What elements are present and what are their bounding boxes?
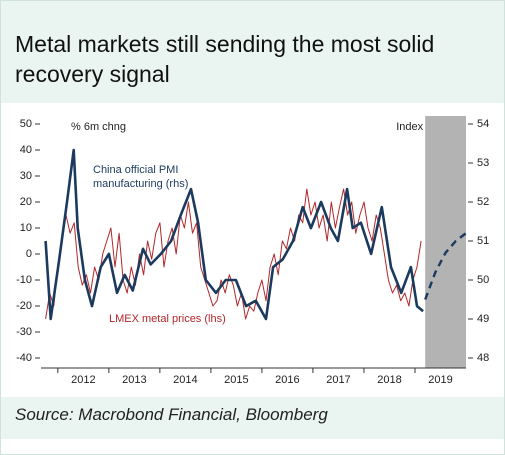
x-tick-label: 2018 xyxy=(377,374,401,386)
y2-tick-label: 48 xyxy=(477,352,489,364)
y-tick-label: 10 xyxy=(20,222,32,234)
x-tick-label: 2013 xyxy=(122,374,146,386)
x-tick-label: 2016 xyxy=(275,374,299,386)
x-tick-label: 2017 xyxy=(326,374,350,386)
x-tick-label: 2014 xyxy=(173,374,197,386)
y2-tick-label: 50 xyxy=(477,274,489,286)
y2-tick-label: 51 xyxy=(477,235,489,247)
y2-tick-label: 54 xyxy=(477,118,489,130)
y2-tick-label: 52 xyxy=(477,196,489,208)
chart-title: Metal markets still sending the most sol… xyxy=(15,31,435,87)
chart: % 6m chng Index -40 -30 -20 -10 0 10 20 30 40 50 48 4… xyxy=(16,116,489,386)
y-axis-label: % 6m chng xyxy=(71,121,126,133)
legend-label: LMEX metal prices (lhs) xyxy=(109,313,226,325)
footer: Source: Macrobond Financial, Bloomberg xyxy=(1,397,504,439)
y-tick-label: -10 xyxy=(16,274,32,286)
y-tick-label: -30 xyxy=(16,326,32,338)
legend-label: China official PMI manufacturing (rhs) xyxy=(93,164,189,190)
y2-tick-label: 53 xyxy=(477,157,489,169)
y2-axis-label: Index xyxy=(396,121,423,133)
y-tick-label: 40 xyxy=(20,144,32,156)
data-line xyxy=(45,188,422,320)
y-tick-label: -20 xyxy=(16,300,32,312)
y-tick-label: 0 xyxy=(26,248,32,260)
data-line xyxy=(424,232,467,300)
y2-tick-label: 49 xyxy=(477,313,489,325)
data-line xyxy=(44,148,424,321)
y-tick-label: -40 xyxy=(16,352,32,364)
x-tick-label: 2015 xyxy=(224,374,248,386)
x-tick-label: 2012 xyxy=(71,374,95,386)
x-tick-label: 2019 xyxy=(428,374,452,386)
source: Source: Macrobond Financial, Bloomberg xyxy=(15,405,328,424)
y-tick-label: 20 xyxy=(20,196,32,208)
forecast-shade xyxy=(425,116,466,368)
y-tick-label: 30 xyxy=(20,170,32,182)
header: Metal markets still sending the most sol… xyxy=(1,1,504,103)
y-tick-label: 50 xyxy=(20,118,32,130)
